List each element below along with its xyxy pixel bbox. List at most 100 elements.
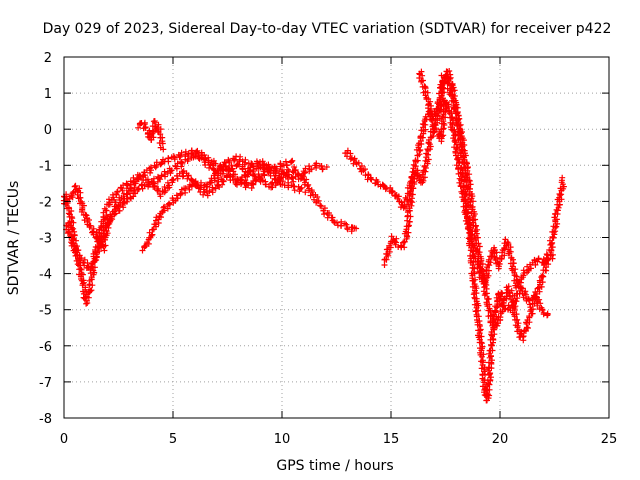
data-point: [470, 242, 477, 249]
data-point: [481, 366, 488, 373]
data-point: [106, 201, 113, 208]
data-point: [182, 185, 189, 192]
data-point: [485, 267, 492, 274]
data-point: [84, 218, 91, 225]
data-point: [296, 188, 303, 195]
data-point: [473, 290, 480, 297]
y-tick-label: -7: [39, 376, 52, 391]
data-point: [422, 121, 429, 128]
data-point: [323, 164, 330, 170]
data-point: [428, 134, 435, 141]
data-point: [91, 269, 98, 276]
data-point: [177, 191, 184, 198]
data-point: [416, 140, 423, 147]
data-point: [154, 187, 161, 194]
data-point: [401, 238, 408, 245]
data-point: [159, 209, 166, 216]
data-point: [427, 102, 434, 109]
data-point: [420, 130, 427, 137]
data-point: [525, 325, 531, 331]
data-point: [77, 273, 84, 280]
data-point: [486, 347, 493, 354]
y-tick-label: -8: [39, 412, 52, 427]
data-point: [184, 153, 191, 160]
y-tick-label: -6: [39, 340, 52, 355]
data-point: [531, 257, 538, 264]
data-point: [319, 165, 326, 172]
data-point: [547, 251, 554, 258]
data-point: [401, 244, 408, 251]
data-point: [177, 153, 184, 159]
data-point: [485, 258, 492, 265]
data-point: [456, 160, 462, 167]
data-point: [408, 195, 415, 202]
data-point: [196, 184, 203, 191]
data-point: [144, 239, 151, 246]
data-point: [68, 192, 75, 199]
y-axis-title: SDTVAR / TECUs: [6, 181, 22, 296]
data-point: [80, 202, 87, 209]
data-point: [318, 163, 325, 169]
data-point: [226, 166, 233, 173]
data-point: [344, 226, 351, 233]
data-point: [524, 317, 531, 323]
data-point: [550, 223, 557, 230]
data-point: [436, 107, 442, 114]
data-point: [499, 302, 506, 309]
data-point: [535, 255, 542, 262]
data-point: [422, 116, 429, 123]
data-point: [149, 226, 156, 233]
data-point: [461, 198, 467, 205]
data-point: [71, 183, 78, 190]
data-point: [120, 204, 127, 211]
data-point: [532, 261, 539, 268]
data-point: [148, 133, 155, 140]
data-point: [520, 272, 527, 279]
data-point: [178, 149, 185, 156]
data-point: [338, 222, 345, 229]
data-point: [315, 197, 322, 204]
data-point: [157, 134, 164, 141]
data-point: [460, 146, 466, 153]
data-point: [485, 391, 491, 398]
data-point: [416, 147, 423, 154]
data-point: [306, 163, 313, 170]
data-point: [86, 224, 93, 231]
data-point: [433, 126, 440, 133]
data-point: [255, 171, 262, 178]
data-point: [451, 87, 458, 94]
data-point: [454, 144, 461, 151]
data-point: [83, 293, 90, 300]
data-point: [103, 227, 110, 234]
data-point: [93, 251, 100, 258]
data-point: [526, 301, 533, 308]
data-point: [499, 290, 506, 297]
y-tick-label: -5: [39, 304, 52, 319]
axis-ticks: 0 5 10 15 20 25 -8 -7 -6 -5 -4 -3 -2 -1 0 1 2: [39, 51, 617, 447]
data-point: [470, 198, 476, 205]
data-point: [478, 333, 485, 340]
data-point: [92, 233, 99, 240]
data-point: [407, 213, 414, 220]
data-point: [100, 227, 107, 233]
data-point: [432, 121, 439, 128]
data-point: [174, 195, 180, 202]
data-point: [212, 185, 219, 192]
data-point: [308, 187, 315, 194]
data-point: [530, 306, 536, 313]
data-point: [353, 225, 360, 232]
data-point: [434, 112, 441, 119]
data-point: [73, 257, 80, 264]
data-point: [167, 168, 174, 175]
data-point: [139, 247, 146, 254]
data-point: [505, 283, 512, 290]
data-point: [365, 171, 372, 178]
data-point: [226, 159, 233, 166]
data-point: [367, 175, 374, 182]
data-point: [128, 181, 135, 188]
data-point: [446, 75, 453, 82]
data-point: [153, 159, 160, 166]
chart-title: Day 029 of 2023, Sidereal Day-to-day VTE…: [43, 21, 612, 37]
x-tick-label: 10: [274, 432, 291, 447]
data-point: [445, 109, 452, 116]
